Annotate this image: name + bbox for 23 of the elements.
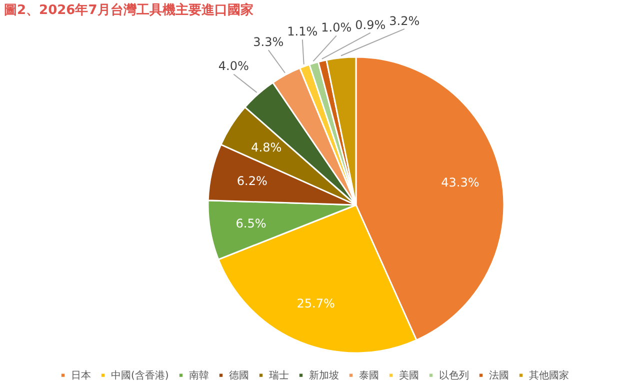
data-label: 3.2% xyxy=(389,14,420,28)
legend-label: 南韓 xyxy=(189,369,209,382)
chart-title: 圖2、2026年7月台灣工具機主要進口國家 xyxy=(4,2,254,18)
legend-label: 美國 xyxy=(399,369,419,382)
legend-label: 法國 xyxy=(489,369,509,382)
data-label: 1.1% xyxy=(287,24,318,39)
data-label: 25.7% xyxy=(296,296,335,311)
legend-label: 中國(含香港) xyxy=(111,369,169,382)
legend-label: 日本 xyxy=(71,369,91,382)
data-label: 0.9% xyxy=(355,18,386,32)
legend-label: 瑞士 xyxy=(269,369,289,382)
data-label: 3.3% xyxy=(253,35,284,50)
legend-label: 其他國家 xyxy=(529,369,569,382)
legend-label: 德國 xyxy=(229,370,249,382)
data-label: 43.3% xyxy=(441,176,480,190)
legend-label: 新加坡 xyxy=(309,369,339,382)
data-label: 6.5% xyxy=(236,216,266,230)
data-label: 1.0% xyxy=(321,20,352,35)
legend-label: 以色列 xyxy=(439,369,469,382)
legend-label: 泰國 xyxy=(359,370,379,382)
data-label: 4.8% xyxy=(251,140,282,154)
data-label: 4.0% xyxy=(218,59,249,74)
data-label: 6.2% xyxy=(236,174,268,188)
